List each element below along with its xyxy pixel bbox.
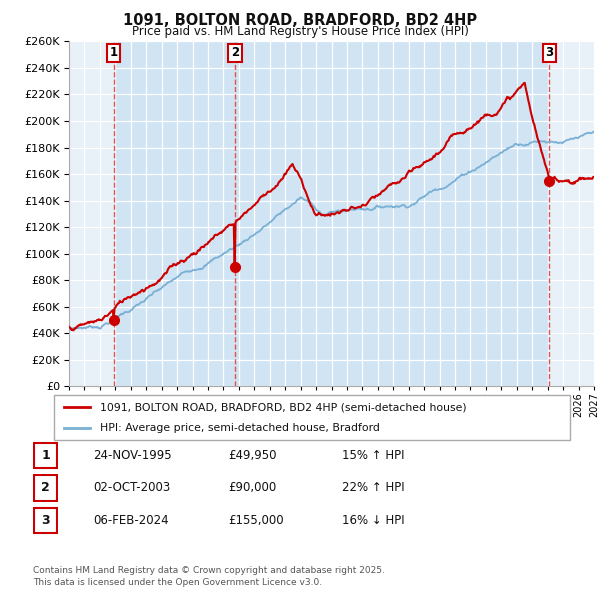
Text: 3: 3 [41,514,50,527]
Text: 02-OCT-2003: 02-OCT-2003 [93,481,170,494]
Text: 24-NOV-1995: 24-NOV-1995 [93,449,172,462]
Text: 1091, BOLTON ROAD, BRADFORD, BD2 4HP (semi-detached house): 1091, BOLTON ROAD, BRADFORD, BD2 4HP (se… [100,402,467,412]
Text: 2: 2 [231,47,239,60]
Text: 3: 3 [545,47,553,60]
Bar [235,41,549,386]
FancyBboxPatch shape [34,475,57,501]
Text: £90,000: £90,000 [228,481,276,494]
Text: 15% ↑ HPI: 15% ↑ HPI [342,449,404,462]
Text: 06-FEB-2024: 06-FEB-2024 [93,514,169,527]
Text: £49,950: £49,950 [228,449,277,462]
Text: 2: 2 [41,481,50,494]
Text: 1: 1 [110,47,118,60]
Bar [114,41,235,386]
Text: 1091, BOLTON ROAD, BRADFORD, BD2 4HP: 1091, BOLTON ROAD, BRADFORD, BD2 4HP [123,13,477,28]
Text: 22% ↑ HPI: 22% ↑ HPI [342,481,404,494]
Text: Contains HM Land Registry data © Crown copyright and database right 2025.
This d: Contains HM Land Registry data © Crown c… [33,566,385,587]
Text: £155,000: £155,000 [228,514,284,527]
FancyBboxPatch shape [54,395,570,440]
FancyBboxPatch shape [34,507,57,533]
Text: Price paid vs. HM Land Registry's House Price Index (HPI): Price paid vs. HM Land Registry's House … [131,25,469,38]
Text: HPI: Average price, semi-detached house, Bradford: HPI: Average price, semi-detached house,… [100,422,380,432]
FancyBboxPatch shape [34,442,57,468]
Text: 1: 1 [41,449,50,462]
Text: 16% ↓ HPI: 16% ↓ HPI [342,514,404,527]
